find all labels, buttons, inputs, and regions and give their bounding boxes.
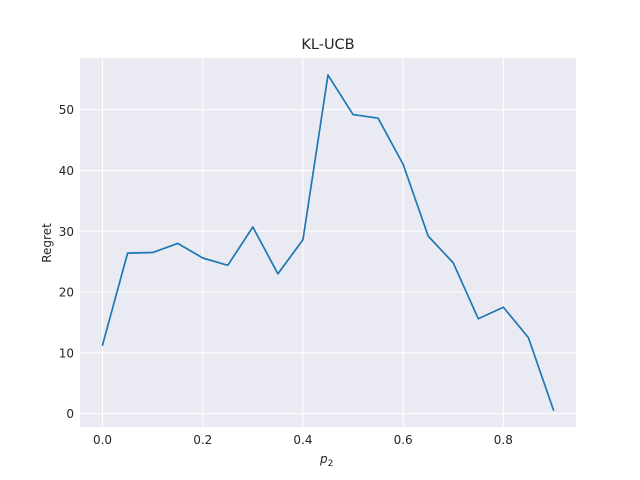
y-tick-label: 10 bbox=[59, 346, 74, 360]
y-tick-label: 0 bbox=[66, 407, 74, 421]
x-tick-label: 0.6 bbox=[394, 433, 413, 447]
x-axis-label-main: p bbox=[319, 452, 328, 466]
y-axis-ticks: 0 10 20 30 40 50 bbox=[59, 103, 74, 421]
x-axis-label-subscript: 2 bbox=[328, 459, 334, 469]
y-tick-label: 50 bbox=[59, 103, 74, 117]
chart-title: KL-UCB bbox=[301, 37, 354, 53]
x-tick-label: 0.0 bbox=[93, 433, 112, 447]
plot-area bbox=[80, 58, 576, 427]
x-axis-label: p2 bbox=[319, 452, 333, 469]
y-tick-label: 40 bbox=[59, 164, 74, 178]
y-tick-label: 20 bbox=[59, 286, 74, 300]
x-tick-label: 0.2 bbox=[193, 433, 212, 447]
y-axis-label: Regret bbox=[40, 223, 54, 263]
series-layer bbox=[101, 74, 555, 412]
y-tick-label: 30 bbox=[59, 225, 74, 239]
x-tick-label: 0.4 bbox=[293, 433, 312, 447]
x-axis-ticks: 0.0 0.2 0.4 0.6 0.8 bbox=[93, 433, 513, 447]
grid bbox=[80, 58, 576, 427]
x-tick-label: 0.8 bbox=[494, 433, 513, 447]
